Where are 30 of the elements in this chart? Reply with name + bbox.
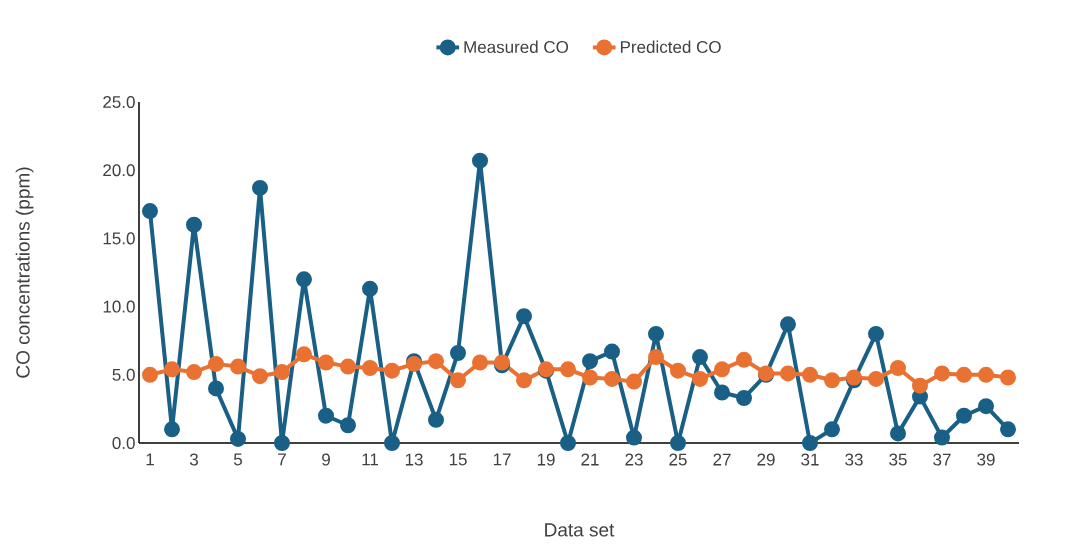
y-tick-label: 20.0 (103, 164, 135, 177)
x-tick-label: 35 (889, 453, 907, 466)
y-axis-title: CO concentrations (ppm) (15, 167, 34, 378)
y-tick-label: 25.0 (103, 95, 135, 109)
y-tick-label: 10.0 (103, 300, 135, 313)
x-tick-label: 37 (933, 453, 951, 466)
y-tick-label: 5.0 (112, 368, 135, 381)
x-tick-label: 5 (233, 453, 243, 466)
y-tick-label: 15.0 (103, 232, 135, 245)
x-tick-label: 23 (625, 453, 643, 466)
x-tick-label: 21 (581, 453, 599, 466)
x-tick-label: 3 (189, 453, 198, 466)
x-tick-label: 39 (977, 453, 995, 466)
x-tick-label: 11 (362, 453, 378, 466)
legend-label: Measured CO (464, 40, 569, 54)
x-tick-label: 25 (669, 453, 687, 466)
x-tick-label: 31 (801, 453, 819, 466)
x-tick-label: 15 (449, 453, 467, 466)
x-tick-label: 27 (713, 453, 731, 466)
x-tick-label: 19 (537, 453, 555, 466)
x-tick-label: 1 (146, 453, 154, 466)
x-tick-label: 17 (493, 453, 511, 466)
x-tick-label: 7 (278, 453, 286, 466)
x-tick-label: 9 (322, 453, 330, 466)
x-tick-label: 13 (405, 453, 423, 466)
y-tick-label: 0.0 (112, 436, 135, 450)
x-axis-title: Data set (545, 523, 615, 537)
x-tick-label: 33 (845, 453, 863, 466)
x-tick-label: 29 (757, 453, 775, 466)
legend-label: Predicted CO (620, 40, 721, 54)
